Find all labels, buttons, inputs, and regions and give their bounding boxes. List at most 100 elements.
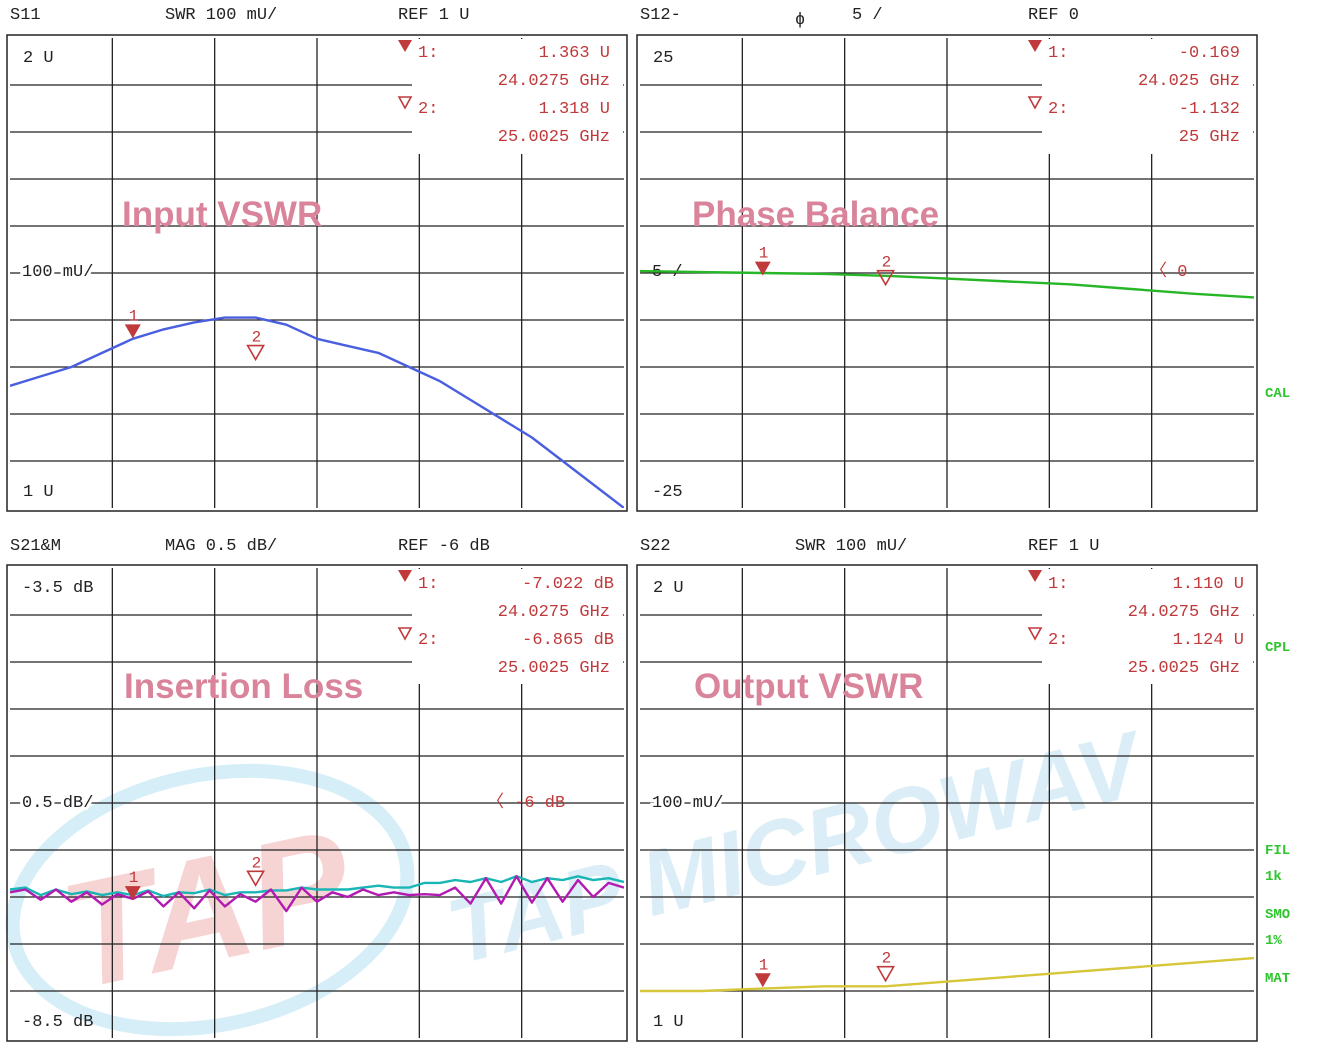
header-scale: SWR 100 mU/ <box>165 6 277 25</box>
trace-marker-1-label: 1 <box>759 245 769 263</box>
marker-1-value: 1.363 U <box>539 44 610 63</box>
plot-grid <box>640 568 1254 1038</box>
trace-marker-1-label: 1 <box>759 956 769 974</box>
plot-title: Input VSWR <box>122 195 322 234</box>
trace-marker-2-label: 2 <box>252 854 262 872</box>
side-label-1pct: 1% <box>1265 933 1282 949</box>
plot-title: Phase Balance <box>692 195 939 234</box>
trace-marker-1-icon <box>124 324 141 339</box>
trace-marker-2-icon <box>246 870 265 887</box>
marker-1-filled-icon <box>1028 40 1042 52</box>
plot-title: Insertion Loss <box>124 667 363 706</box>
trace-marker-2-label: 2 <box>252 329 262 347</box>
plot-grid <box>10 568 624 1038</box>
bottom-scale-label: 1 U <box>653 1013 684 1032</box>
marker-1-filled-icon <box>398 40 412 52</box>
top-scale-label: 25 <box>653 49 673 68</box>
marker-readout: 1: -7.022 dB 24.0275 GHz 2: -6.865 dB 25… <box>397 569 623 684</box>
bottom-scale-label: 1 U <box>23 483 54 502</box>
phi-icon: ϕ <box>795 11 805 30</box>
trace-marker-1-label: 1 <box>129 869 139 887</box>
top-scale-label: -3.5 dB <box>22 579 93 598</box>
trace-line-series-1 <box>10 316 624 508</box>
marker-2-outline-icon <box>1027 627 1043 641</box>
marker-2-value: -1.132 <box>1179 100 1240 119</box>
top-scale-label: 2 U <box>653 579 684 598</box>
trace-line-series-1 <box>10 875 624 913</box>
marker-2-number: 2: <box>418 631 438 650</box>
bottom-scale-label: -8.5 dB <box>22 1013 93 1032</box>
side-label-fil: FIL <box>1265 843 1290 859</box>
trace-marker-2-label: 2 <box>882 950 892 968</box>
trace-layer: 12 <box>640 245 1254 299</box>
marker-1-filled-icon <box>398 570 412 582</box>
header-ref: REF 1 U <box>398 6 469 25</box>
marker-1-value: 1.110 U <box>1173 575 1244 594</box>
side-label-cal: CAL <box>1265 386 1290 402</box>
marker-2-outline-icon <box>1027 96 1043 110</box>
marker-1-number: 1: <box>418 575 438 594</box>
marker-2-value: -6.865 dB <box>522 631 614 650</box>
plot-title: Output VSWR <box>694 667 923 706</box>
plot-frame <box>6 564 628 1042</box>
trace-marker-2-icon <box>876 269 895 287</box>
side-label-cpl: CPL <box>1265 640 1290 656</box>
header-param: S12- <box>640 6 681 25</box>
marker-2-freq: 25.0025 GHz <box>498 659 610 678</box>
marker-1-value: -7.022 dB <box>522 575 614 594</box>
ref-scale-label: 100 mU/ <box>652 794 723 813</box>
header-param: S21&M <box>10 537 61 556</box>
header-scale: SWR 100 mU/ <box>795 537 907 556</box>
marker-2-outline-icon <box>397 96 413 110</box>
ref-scale-label: 0.5 dB/ <box>22 794 93 813</box>
marker-1-filled-icon <box>1028 570 1042 582</box>
ref-position-arrow: 〈 0 <box>1150 261 1187 282</box>
side-label-smo: SMO <box>1265 907 1290 923</box>
bottom-scale-label: -25 <box>652 483 683 502</box>
marker-2-freq: 25 GHz <box>1179 128 1240 147</box>
marker-2-value: 1.124 U <box>1173 631 1244 650</box>
header-ref: REF 0 <box>1028 6 1079 25</box>
side-label-mat: MAT <box>1265 971 1290 987</box>
ref-scale-label: 100 mU/ <box>22 263 93 282</box>
trace-marker-2-label: 2 <box>882 254 892 272</box>
marker-1-number: 1: <box>1048 575 1068 594</box>
header-scale: 5 / <box>852 6 883 25</box>
marker-1-freq: 24.0275 GHz <box>1128 603 1240 622</box>
trace-marker-1-icon <box>754 261 771 276</box>
header-param: S22 <box>640 537 671 556</box>
header-ref: REF -6 dB <box>398 537 490 556</box>
marker-readout: 1: 1.110 U 24.0275 GHz 2: 1.124 U 25.002… <box>1027 569 1253 684</box>
panel-s11: S11 SWR 100 mU/ REF 1 U 1: 1.363 U 24.02… <box>6 6 628 512</box>
plot-frame <box>636 34 1258 512</box>
header-param: S11 <box>10 6 41 25</box>
header-ref: REF 1 U <box>1028 537 1099 556</box>
top-scale-label: 2 U <box>23 49 54 68</box>
marker-2-number: 2: <box>1048 100 1068 119</box>
trace-line-series-1 <box>640 956 1254 993</box>
panel-s12: S12- ϕ 5 / REF 0 1: -0.169 24.025 GHz 2:… <box>636 6 1258 512</box>
trace-line-series-1 <box>640 269 1254 299</box>
marker-1-freq: 24.025 GHz <box>1138 72 1240 91</box>
marker-2-value: 1.318 U <box>539 100 610 119</box>
marker-1-freq: 24.0275 GHz <box>498 603 610 622</box>
plot-frame <box>636 564 1258 1042</box>
trace-layer: 12 <box>10 854 624 913</box>
ref-position-arrow: 〈 -6 dB <box>487 792 565 813</box>
panel-s21: S21&M MAG 0.5 dB/ REF -6 dB 1: -7.022 dB… <box>6 537 628 1042</box>
trace-layer: 12 <box>10 307 624 508</box>
marker-2-freq: 25.0025 GHz <box>1128 659 1240 678</box>
marker-readout: 1: 1.363 U 24.0275 GHz 2: 1.318 U 25.002… <box>397 39 623 154</box>
marker-readout: 1: -0.169 24.025 GHz 2: -1.132 25 GHz <box>1027 39 1253 154</box>
marker-2-number: 2: <box>1048 631 1068 650</box>
trace-marker-1-label: 1 <box>129 307 139 325</box>
panel-s22: S22 SWR 100 mU/ REF 1 U 1: 1.110 U 24.02… <box>636 537 1258 1042</box>
marker-2-number: 2: <box>418 100 438 119</box>
marker-1-number: 1: <box>418 44 438 63</box>
trace-line-series-2 <box>10 875 624 898</box>
marker-2-outline-icon <box>397 627 413 641</box>
header-scale: MAG 0.5 dB/ <box>165 537 277 556</box>
marker-1-number: 1: <box>1048 44 1068 63</box>
trace-marker-1-icon <box>124 886 141 901</box>
